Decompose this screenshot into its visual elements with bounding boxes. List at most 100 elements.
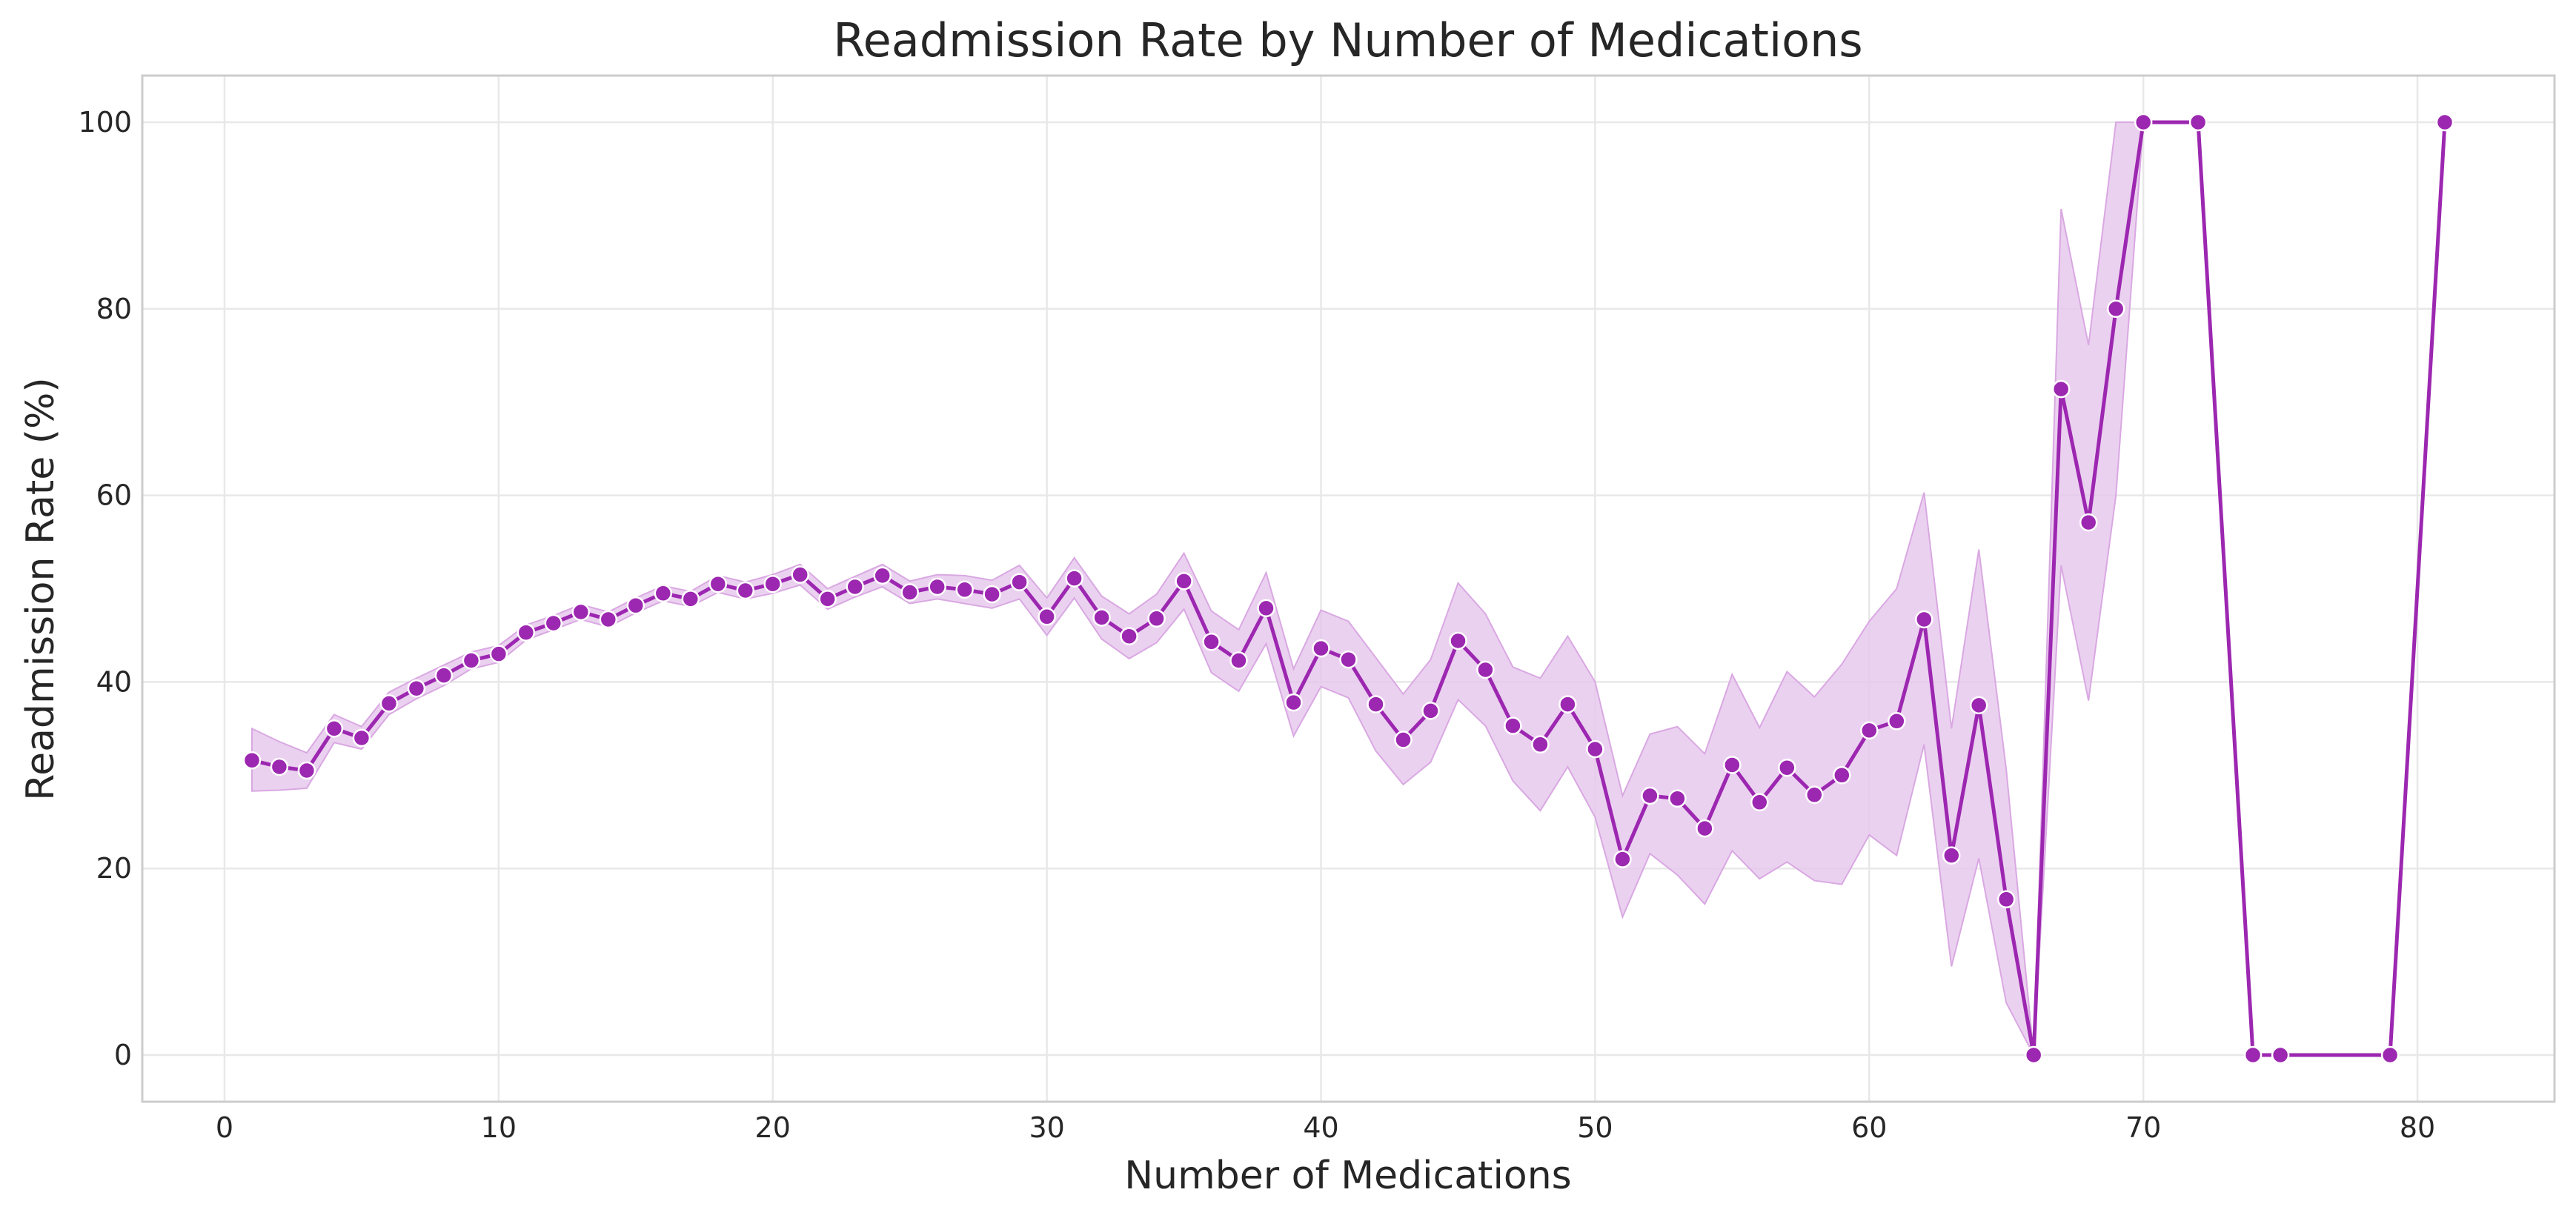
data-point [2079, 513, 2098, 532]
data-point [1969, 696, 1988, 715]
data-point [297, 761, 316, 780]
data-point [1531, 735, 1550, 754]
x-tick-labels: 0 10 20 30 40 50 60 70 80 [216, 1111, 2435, 1144]
data-point [2271, 1045, 2290, 1065]
data-point [1284, 693, 1303, 712]
x-tick-label: 60 [1851, 1111, 1887, 1144]
data-point [763, 574, 782, 593]
data-point [1065, 569, 1083, 588]
data-point [1394, 731, 1413, 749]
y-tick-label: 60 [96, 479, 132, 512]
data-point [1339, 650, 1358, 669]
data-point-layer [242, 113, 2454, 1065]
y-tick-label: 40 [96, 665, 132, 698]
data-point [2243, 1045, 2263, 1065]
data-point [242, 751, 262, 770]
data-point [1888, 712, 1906, 731]
data-point [1312, 639, 1330, 658]
data-point [1175, 572, 1193, 590]
data-point [1504, 716, 1522, 735]
data-point [1367, 695, 1385, 713]
grid [142, 76, 2555, 1102]
data-point [928, 577, 946, 596]
data-point [955, 580, 974, 599]
data-point [1449, 631, 1467, 651]
data-point [1202, 633, 1221, 651]
confidence-band [251, 122, 2145, 1058]
data-point [1723, 756, 1742, 774]
data-point [1641, 786, 1659, 805]
data-point [1147, 609, 1166, 628]
data-point [708, 574, 728, 593]
data-point [1996, 890, 2016, 909]
y-axis-title: Readmission Rate (%) [19, 377, 63, 800]
x-tick-label: 10 [481, 1111, 517, 1144]
data-point [1778, 758, 1796, 777]
y-tick-labels: 0 20 40 60 80 100 [78, 106, 132, 1071]
data-point [434, 666, 454, 685]
x-tick-label: 30 [1029, 1111, 1064, 1144]
data-point [544, 613, 563, 633]
data-point [1942, 846, 1961, 865]
data-point [900, 583, 919, 602]
data-point [1805, 785, 1824, 805]
data-point [1038, 608, 1056, 626]
data-point [1860, 721, 1879, 740]
data-point [325, 719, 344, 738]
data-point [1229, 651, 1248, 670]
data-point [846, 577, 864, 596]
x-tick-label: 40 [1303, 1111, 1338, 1144]
data-point [407, 679, 426, 698]
data-point [1558, 695, 1577, 713]
data-point [489, 645, 508, 663]
data-point [654, 584, 673, 603]
data-point [791, 565, 809, 584]
data-point [1750, 793, 1769, 812]
chart-title: Readmission Rate by Number of Medication… [833, 13, 1862, 67]
data-point [1613, 850, 1632, 868]
data-point [1833, 766, 1851, 785]
x-tick-label: 50 [1577, 1111, 1613, 1144]
data-point [352, 728, 371, 748]
data-point [1092, 608, 1111, 627]
data-point [626, 596, 645, 615]
data-point [1586, 739, 1604, 759]
y-tick-label: 80 [96, 293, 132, 325]
data-point [1476, 660, 1495, 679]
data-point [379, 694, 399, 713]
data-point [517, 623, 536, 642]
data-point [1257, 599, 1275, 618]
data-point [2134, 113, 2153, 132]
data-point [2380, 1045, 2400, 1065]
data-point [736, 581, 755, 600]
data-point [1915, 610, 1933, 629]
data-point [983, 585, 1001, 604]
data-point [599, 610, 618, 629]
y-tick-label: 20 [96, 852, 132, 885]
data-point [2051, 379, 2071, 399]
data-point [873, 566, 892, 585]
data-point [2435, 113, 2454, 132]
plot-frame [141, 74, 2556, 1103]
data-point [571, 602, 591, 622]
data-point [1010, 573, 1029, 591]
x-axis-title: Number of Medications [1124, 1154, 1572, 1198]
x-tick-label: 70 [2125, 1111, 2161, 1144]
data-point [2024, 1045, 2043, 1065]
y-tick-label: 100 [78, 106, 132, 139]
x-tick-label: 20 [755, 1111, 791, 1144]
x-tick-label: 80 [2400, 1111, 2435, 1144]
data-point [1696, 819, 1714, 838]
data-point [2188, 113, 2208, 132]
data-point [270, 757, 289, 776]
x-tick-label: 0 [216, 1111, 233, 1144]
data-point [1120, 627, 1138, 645]
data-point [1668, 789, 1687, 808]
data-point [818, 590, 837, 608]
data-point [2106, 299, 2125, 319]
y-tick-label: 0 [114, 1039, 132, 1071]
confidence-band-layer [251, 122, 2145, 1058]
data-point [681, 590, 700, 608]
data-point [462, 651, 481, 670]
